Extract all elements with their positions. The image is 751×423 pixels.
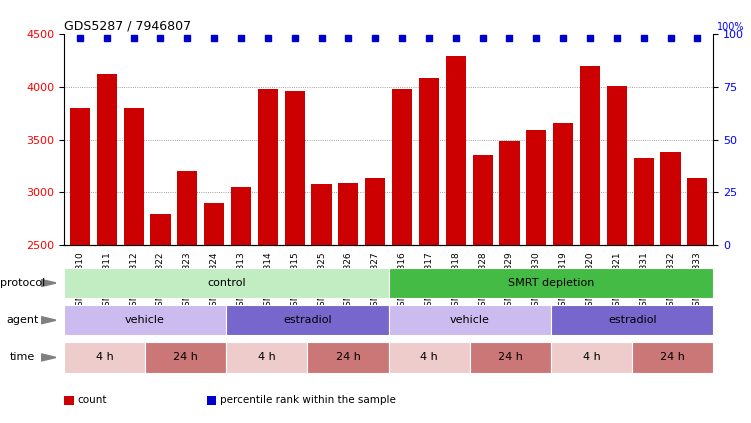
- Text: vehicle: vehicle: [125, 315, 165, 325]
- Bar: [285, 91, 305, 423]
- Bar: [687, 178, 707, 423]
- Text: agent: agent: [6, 315, 39, 325]
- Polygon shape: [41, 280, 56, 286]
- Text: GDS5287 / 7946807: GDS5287 / 7946807: [64, 20, 191, 33]
- Bar: [258, 89, 278, 423]
- Text: 24 h: 24 h: [660, 352, 685, 363]
- Bar: [526, 130, 546, 423]
- Bar: [204, 203, 225, 423]
- Bar: [472, 156, 493, 423]
- Text: 4 h: 4 h: [95, 352, 113, 363]
- Text: SMRT depletion: SMRT depletion: [508, 278, 594, 288]
- Bar: [392, 89, 412, 423]
- Bar: [97, 74, 117, 423]
- Bar: [499, 141, 520, 423]
- Text: control: control: [207, 278, 246, 288]
- Text: time: time: [10, 352, 35, 363]
- Text: count: count: [77, 395, 107, 405]
- Text: estradiol: estradiol: [283, 315, 332, 325]
- Bar: [231, 187, 251, 423]
- Bar: [150, 214, 170, 423]
- Bar: [553, 123, 573, 423]
- Text: 4 h: 4 h: [258, 352, 276, 363]
- Text: 4 h: 4 h: [583, 352, 601, 363]
- Bar: [124, 108, 143, 423]
- Bar: [660, 152, 680, 423]
- Polygon shape: [41, 317, 56, 324]
- Text: estradiol: estradiol: [608, 315, 656, 325]
- Bar: [445, 56, 466, 423]
- Text: 24 h: 24 h: [173, 352, 198, 363]
- Polygon shape: [41, 354, 56, 361]
- Bar: [70, 108, 90, 423]
- Text: percentile rank within the sample: percentile rank within the sample: [220, 395, 396, 405]
- Bar: [365, 178, 385, 423]
- Bar: [338, 183, 358, 423]
- Bar: [607, 86, 627, 423]
- Text: protocol: protocol: [0, 278, 45, 288]
- Text: 100%: 100%: [717, 22, 745, 32]
- Bar: [177, 171, 198, 423]
- Text: 24 h: 24 h: [498, 352, 523, 363]
- Bar: [312, 184, 332, 423]
- Bar: [419, 78, 439, 423]
- Bar: [580, 66, 600, 423]
- Text: 4 h: 4 h: [421, 352, 438, 363]
- Text: 24 h: 24 h: [336, 352, 360, 363]
- Text: vehicle: vehicle: [450, 315, 490, 325]
- Bar: [634, 158, 653, 423]
